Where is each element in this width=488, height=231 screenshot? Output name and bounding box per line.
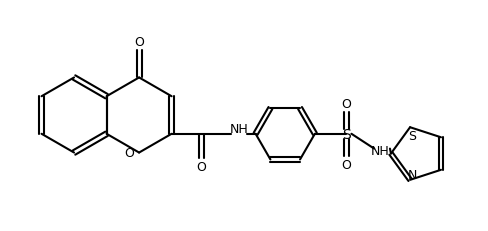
Text: O: O (196, 160, 206, 173)
Text: N: N (407, 169, 417, 182)
Text: O: O (342, 158, 351, 171)
Text: S: S (342, 127, 351, 141)
Text: O: O (342, 97, 351, 110)
Text: O: O (124, 146, 134, 159)
Text: O: O (134, 36, 144, 49)
Text: NH: NH (371, 144, 389, 157)
Text: NH: NH (229, 123, 248, 136)
Text: S: S (408, 129, 416, 142)
